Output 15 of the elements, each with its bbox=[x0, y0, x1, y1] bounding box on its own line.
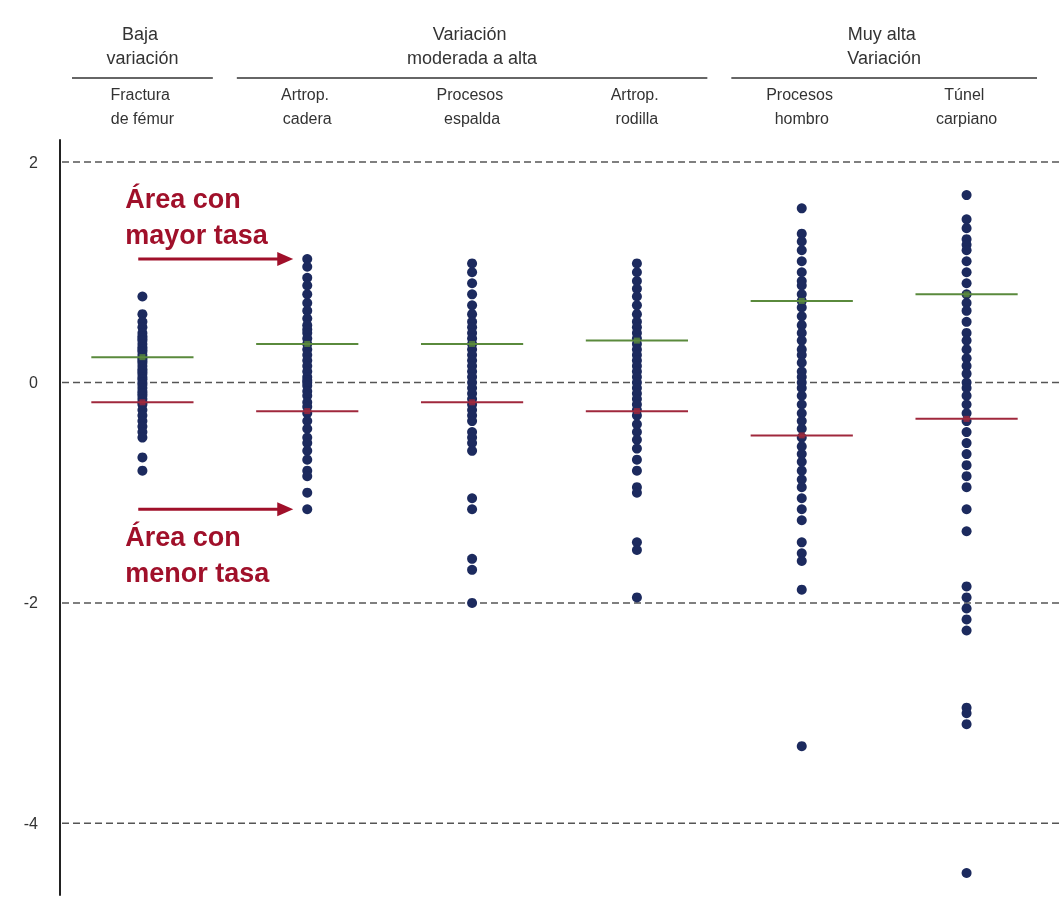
x-tick-label: Procesos espalda bbox=[436, 85, 508, 127]
annotation: Área con menor tasa bbox=[125, 521, 271, 589]
y-tick-label: -4 bbox=[23, 814, 39, 832]
text: Variación moderada a alta bbox=[407, 24, 539, 68]
annotation: Área con mayor tasa bbox=[125, 183, 269, 251]
y-tick-label: 0 bbox=[29, 373, 39, 391]
x-tick-label: Artrop. rodilla bbox=[610, 85, 664, 127]
x-tick-label: Procesos hombro bbox=[766, 85, 838, 127]
text: Muy alta Variación bbox=[847, 24, 922, 68]
x-tick-label: Artrop. cadera bbox=[281, 85, 334, 127]
x-tick-label: Fractura de fémur bbox=[110, 85, 175, 127]
y-tick-label: -2 bbox=[23, 594, 39, 612]
text: Baja variación bbox=[106, 24, 179, 68]
x-tick-label: Túnel carpiano bbox=[935, 85, 998, 127]
y-tick-label: 2 bbox=[29, 153, 39, 171]
